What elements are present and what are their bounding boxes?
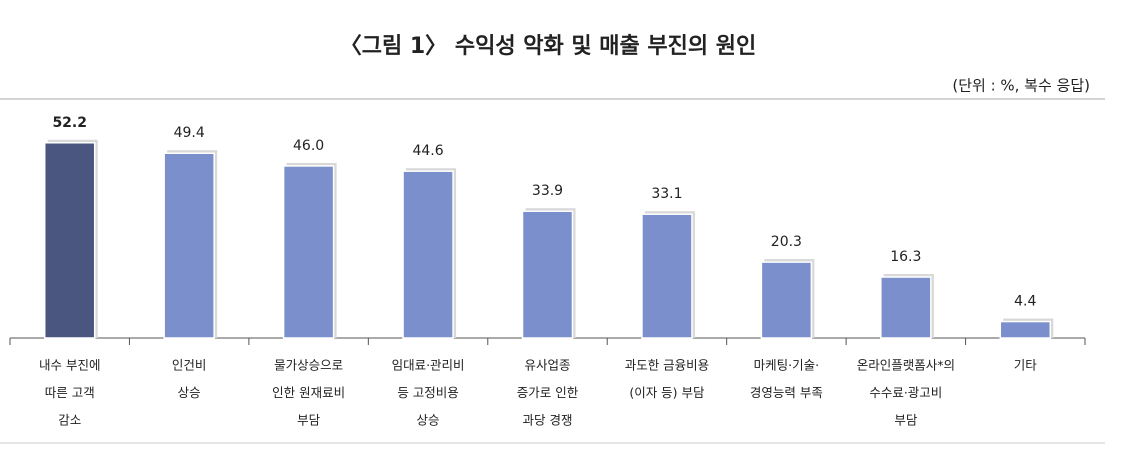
bar (521, 210, 574, 339)
bar (641, 213, 693, 339)
bar (999, 320, 1052, 339)
bar (282, 165, 335, 339)
x-tick-label: 마케팅·기술· (754, 358, 819, 373)
x-tick-label: 부담 (297, 413, 321, 428)
x-tick-label: (이자 등) 부담 (629, 385, 705, 400)
x-tick-label: 과도한 금융비용 (625, 358, 709, 373)
value-label: 46.0 (293, 138, 324, 154)
value-label: 52.2 (52, 115, 87, 131)
x-tick-label: 유사업종 (524, 358, 570, 373)
x-tick-label: 인한 원재료비 (272, 385, 345, 400)
x-tick-label: 등 고정비용 (397, 385, 458, 400)
x-tick-label: 상승 (417, 413, 440, 428)
x-tick-label: 부담 (894, 413, 918, 428)
x-tick-label: 감소 (58, 413, 81, 428)
bar (43, 142, 96, 339)
chart-subtitle: (단위 : %, 복수 응답) (952, 77, 1090, 95)
x-tick-label: 증가로 인한 (517, 385, 579, 400)
x-tick-label: 온라인플랫폼사*의 (857, 358, 955, 373)
x-tick-label: 경영능력 부족 (750, 385, 823, 400)
x-tick-label: 수수료·광고비 (869, 385, 942, 400)
value-label: 44.6 (412, 143, 443, 159)
bar (402, 170, 454, 339)
x-tick-label: 임대료·관리비 (392, 358, 465, 373)
value-label: 33.9 (532, 183, 563, 199)
value-label: 49.4 (174, 125, 205, 141)
x-tick-label: 기타 (1014, 358, 1038, 373)
chart-title: 〈그림 1〉 수익성 악화 및 매출 부진의 원인 (340, 34, 757, 59)
bar (880, 276, 932, 339)
bar (760, 261, 813, 339)
bar (163, 152, 215, 339)
value-label: 20.3 (771, 234, 802, 250)
value-label: 33.1 (651, 186, 682, 202)
x-tick-label: 상승 (178, 385, 201, 400)
x-tick-label: 과당 경쟁 (523, 413, 573, 428)
value-label: 4.4 (1014, 294, 1036, 310)
value-label: 16.3 (890, 249, 921, 265)
x-tick-label: 내수 부진에 (39, 358, 100, 373)
x-tick-label: 따른 고객 (45, 385, 95, 400)
x-tick-label: 물가상승으로 (274, 358, 343, 373)
x-tick-label: 인건비 (172, 358, 207, 373)
